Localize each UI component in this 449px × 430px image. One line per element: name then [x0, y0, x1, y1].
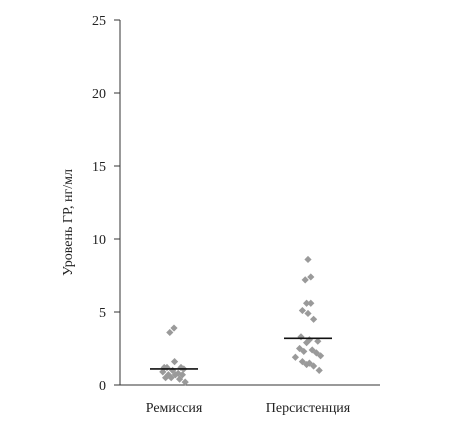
category-labels: Ремиссия Персистенция — [146, 401, 351, 416]
data-point — [181, 378, 189, 386]
data-point — [315, 366, 323, 374]
category-label: Ремиссия — [146, 401, 203, 416]
data-point — [307, 299, 315, 307]
data-point — [303, 299, 311, 307]
data-point — [298, 306, 306, 315]
data-point — [304, 309, 312, 318]
data-point — [170, 358, 179, 366]
y-tick-label: 25 — [92, 14, 106, 29]
data-point — [167, 374, 175, 382]
data-point — [303, 360, 311, 369]
data-point — [305, 336, 313, 344]
data-points — [159, 255, 325, 386]
data-point — [314, 337, 322, 345]
data-point — [298, 358, 306, 366]
y-tick-label: 5 — [99, 306, 106, 321]
data-point — [170, 324, 178, 332]
data-point — [169, 366, 177, 374]
data-point — [310, 315, 318, 323]
data-point — [301, 276, 309, 284]
y-tick-label: 15 — [92, 160, 106, 175]
y-axis-title: Уровень ГР, нг/мл — [61, 169, 76, 276]
y-tick-label: 10 — [92, 233, 106, 248]
data-point — [159, 368, 167, 376]
data-point — [310, 362, 318, 370]
data-point — [307, 273, 315, 281]
data-point — [291, 353, 299, 361]
data-point — [305, 359, 313, 367]
y-tick-label: 0 — [99, 379, 106, 394]
category-label: Персистенция — [266, 401, 351, 416]
median-lines — [150, 337, 332, 370]
data-point — [162, 374, 170, 382]
data-point — [317, 352, 325, 360]
data-point — [304, 255, 312, 264]
data-point — [178, 371, 186, 379]
data-point — [171, 371, 179, 379]
data-point — [176, 375, 184, 383]
data-point — [166, 328, 174, 337]
data-point — [297, 333, 305, 341]
axes — [119, 20, 380, 386]
y-ticks: 0 5 10 15 20 25 — [92, 14, 120, 394]
y-tick-label: 20 — [92, 87, 106, 102]
data-point — [308, 346, 316, 354]
data-point — [300, 347, 308, 356]
data-point — [303, 339, 311, 347]
data-point — [164, 371, 172, 379]
